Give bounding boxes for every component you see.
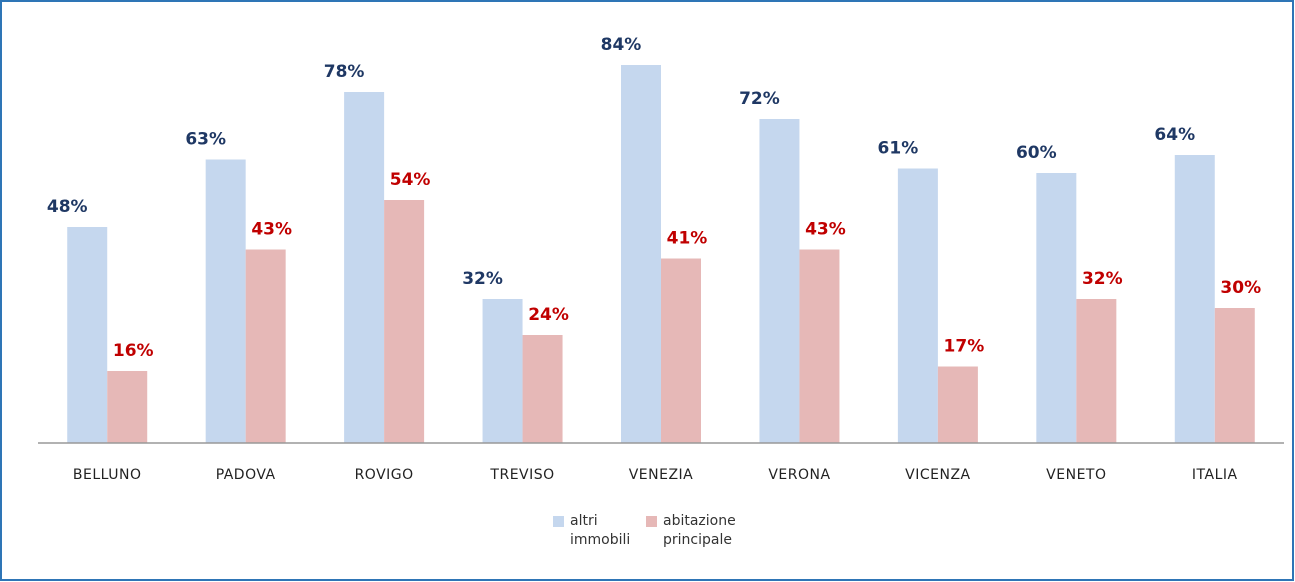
legend-label: altri immobili [570,513,631,548]
value-label: 64% [1154,125,1195,145]
value-label: 63% [185,130,226,150]
value-label: 61% [878,139,919,159]
bar [482,299,523,443]
value-label: 30% [1220,278,1261,298]
bar [384,200,425,443]
value-label: 17% [944,337,985,357]
bar [1174,155,1215,443]
value-label: 43% [805,220,846,240]
legend: altri immobili abitazione principale [553,512,743,550]
x-tick-label: VERONA [768,467,830,483]
bar [1076,299,1117,443]
bar [937,366,978,443]
bar [1214,308,1255,443]
x-tick-label: PADOVA [216,467,276,483]
x-tick-label: ROVIGO [355,467,414,483]
value-label: 24% [528,305,569,325]
bar [107,371,148,443]
value-label: 32% [462,269,503,289]
bar [759,119,800,443]
bar [799,249,840,443]
x-tick-label: VENEZIA [629,467,694,483]
legend-label: abitazione principale [663,513,736,548]
legend-swatch [646,516,657,527]
value-label: 41% [667,229,708,249]
x-tick-label: BELLUNO [73,467,142,483]
x-tick-label: VENETO [1046,467,1106,483]
bar [205,159,246,443]
bar [621,65,661,443]
value-label: 60% [1016,143,1057,163]
value-label: 84% [601,35,642,55]
bar [661,258,701,443]
x-tick-label: VICENZA [905,467,970,483]
value-label: 32% [1082,269,1123,289]
bar [1036,173,1077,443]
bar [344,92,385,443]
bar [522,335,563,443]
legend-swatch [553,516,564,527]
x-tick-label: ITALIA [1192,467,1238,483]
bar [897,168,938,443]
value-label: 72% [739,89,780,109]
value-label: 54% [390,170,431,190]
value-label: 78% [324,62,365,82]
x-tick-label: TREVISO [489,467,554,483]
value-label: 48% [47,197,88,217]
value-label: 16% [113,341,154,361]
bar [245,249,286,443]
bar [67,227,108,443]
value-label: 43% [251,220,292,240]
